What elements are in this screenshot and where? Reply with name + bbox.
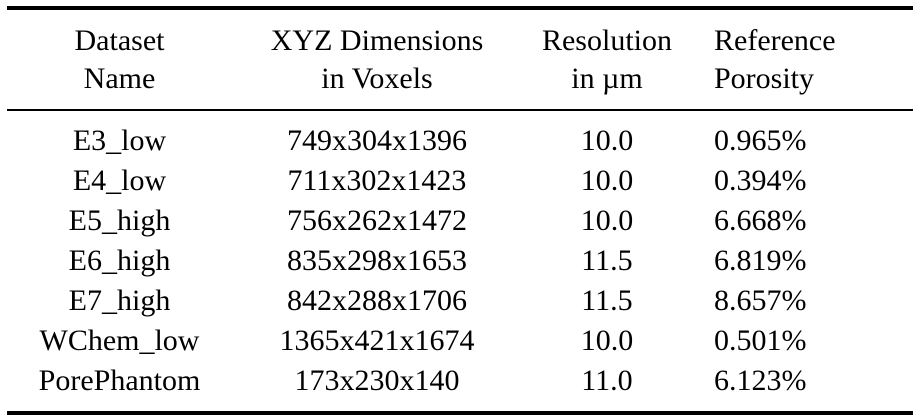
table: Dataset Name XYZ Dimensions in Voxels Re… — [7, 10, 913, 109]
table-body-wrap: E3_low 749x304x1396 10.0 0.965% E4_low 7… — [7, 111, 913, 411]
header-line: in Voxels — [321, 62, 433, 95]
cell-resolution: 11.0 — [581, 364, 633, 397]
table-row: E7_high 842x288x1706 11.5 8.657% — [7, 281, 913, 321]
table-row: E4_low 711x302x1423 10.0 0.394% — [7, 161, 913, 201]
cell-dataset-name: E3_low — [72, 124, 167, 157]
header-line: Name — [83, 62, 156, 95]
header-line: XYZ Dimensions — [270, 24, 484, 57]
header-xyz-dimensions: XYZ Dimensions in Voxels — [232, 10, 522, 109]
cell-dimensions: 842x288x1706 — [287, 284, 467, 317]
cell-resolution: 11.5 — [581, 244, 633, 277]
table-body: E3_low 749x304x1396 10.0 0.965% E4_low 7… — [7, 111, 913, 411]
cell-porosity: 6.123% — [714, 364, 807, 397]
table-row: E3_low 749x304x1396 10.0 0.965% — [7, 111, 913, 161]
cell-dimensions: 835x298x1653 — [287, 244, 467, 277]
cell-dataset-name: E7_high — [68, 284, 171, 317]
cell-resolution: 11.5 — [581, 284, 633, 317]
cell-porosity: 8.657% — [714, 284, 807, 317]
dataset-table: Dataset Name XYZ Dimensions in Voxels Re… — [7, 6, 913, 415]
cell-dataset-name: PorePhantom — [38, 364, 201, 397]
table-row: PorePhantom 173x230x140 11.0 6.123% — [7, 361, 913, 411]
cell-dimensions: 173x230x140 — [294, 364, 460, 397]
header-dataset-name: Dataset Name — [7, 10, 232, 109]
header-resolution: Resolution in µm — [522, 10, 692, 109]
table-header-rule — [7, 109, 913, 111]
table-header: Dataset Name XYZ Dimensions in Voxels Re… — [7, 10, 913, 109]
table-top-rule — [7, 6, 913, 10]
cell-resolution: 10.0 — [580, 124, 634, 157]
cell-resolution: 10.0 — [580, 204, 634, 237]
header-row: Dataset Name XYZ Dimensions in Voxels Re… — [7, 10, 913, 109]
cell-porosity: 0.965% — [714, 124, 807, 157]
cell-dataset-name: WChem_low — [39, 324, 200, 357]
cell-resolution: 10.0 — [580, 324, 634, 357]
cell-dimensions: 711x302x1423 — [287, 164, 467, 197]
cell-dimensions: 1365x421x1674 — [279, 324, 475, 357]
cell-dataset-name: E4_low — [72, 164, 167, 197]
header-line: in µm — [571, 62, 643, 95]
cell-porosity: 6.668% — [714, 204, 807, 237]
table-row: E6_high 835x298x1653 11.5 6.819% — [7, 241, 913, 281]
header-line: Porosity — [714, 62, 815, 95]
header-line: Reference — [714, 24, 836, 57]
cell-dimensions: 756x262x1472 — [287, 204, 467, 237]
table-row: WChem_low 1365x421x1674 10.0 0.501% — [7, 321, 913, 361]
cell-porosity: 6.819% — [714, 244, 807, 277]
cell-dataset-name: E6_high — [68, 244, 171, 277]
table-row: E5_high 756x262x1472 10.0 6.668% — [7, 201, 913, 241]
cell-porosity: 0.501% — [714, 324, 807, 357]
table-bottom-rule — [7, 411, 913, 415]
cell-dataset-name: E5_high — [68, 204, 171, 237]
cell-dimensions: 749x304x1396 — [287, 124, 467, 157]
header-line: Dataset — [74, 24, 165, 57]
header-line: Resolution — [541, 24, 672, 57]
cell-resolution: 10.0 — [580, 164, 634, 197]
cell-porosity: 0.394% — [714, 164, 807, 197]
header-reference-porosity: Reference Porosity — [692, 10, 913, 109]
